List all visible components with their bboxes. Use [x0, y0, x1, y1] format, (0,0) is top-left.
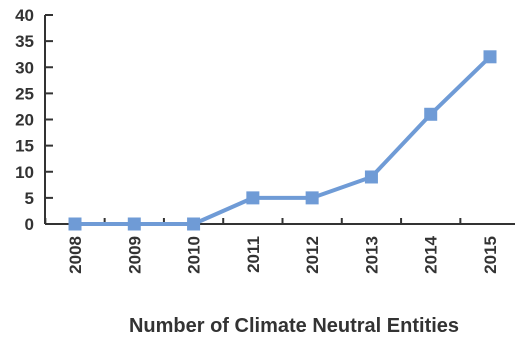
- data-point-2009: [127, 217, 141, 231]
- data-point-2011: [246, 191, 260, 205]
- x-tick-label: 2012: [303, 236, 322, 274]
- x-tick-label: 2010: [185, 236, 204, 274]
- series-line: [75, 55, 492, 226]
- data-point-2012: [305, 191, 319, 205]
- data-point-2015: [483, 50, 497, 64]
- data-point-2013: [364, 170, 378, 184]
- y-tick-label: 5: [25, 189, 34, 208]
- x-tick-label: 2011: [244, 236, 263, 273]
- y-tick-label: 35: [15, 32, 34, 51]
- y-tick-label: 40: [15, 6, 34, 25]
- x-tick-label: 2015: [481, 236, 500, 274]
- data-point-2014: [424, 107, 438, 121]
- y-axis: 0 5 10 15 20 25 30 35 40: [15, 6, 53, 234]
- x-tick-label: 2009: [125, 236, 144, 274]
- data-point-2010: [187, 217, 201, 231]
- y-tick-label: 20: [15, 111, 34, 130]
- data-point-2008: [68, 217, 82, 231]
- x-axis: 2008 2009 2010 2011 2012 2013 2014 2015: [44, 218, 515, 274]
- x-axis-title: Number of Climate Neutral Entities: [129, 315, 459, 337]
- series-layer: [68, 50, 497, 231]
- x-tick-label: 2008: [66, 236, 85, 274]
- y-tick-label: 10: [15, 163, 34, 182]
- x-tick-label: 2013: [362, 236, 381, 274]
- y-tick-label: 25: [15, 84, 34, 103]
- y-tick-label: 0: [25, 215, 34, 234]
- x-tick-label: 2014: [422, 235, 441, 273]
- y-tick-label: 30: [15, 58, 34, 77]
- y-tick-label: 15: [15, 137, 34, 156]
